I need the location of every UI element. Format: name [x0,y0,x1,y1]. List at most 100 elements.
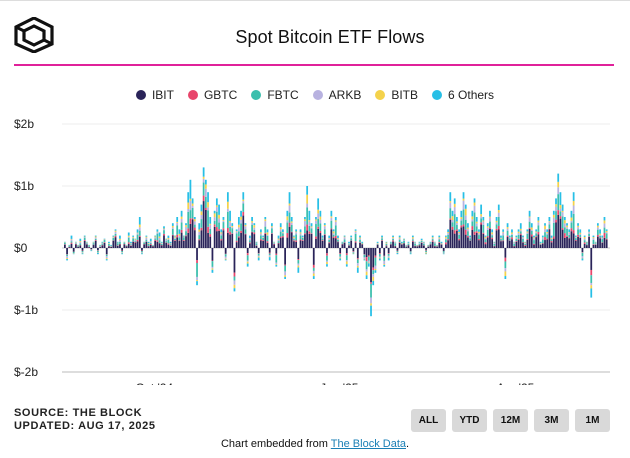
stacked-bar-chart[interactable]: $2b$1b$0$-1b$-2bOct '24Jan '25Apr '25Jul… [0,110,630,385]
bar-segment-6-others [86,241,88,243]
bar-segment-bitb [105,258,108,260]
bar-segment-ibit [108,246,110,248]
bar-segment-6-others [293,235,295,237]
bar-segment-gbtc [546,238,549,240]
bar-segment-ibit [528,228,531,248]
bar-segment-fbtc [306,207,309,225]
bar-segment-gbtc [334,235,337,239]
bar-segment-ibit [478,240,480,248]
bar-segment-arkb [246,260,249,262]
bar-segment-fbtc [583,240,586,243]
bar-segment-ibit [398,242,401,248]
bar-segment-fbtc [381,238,383,241]
bar-segment-6-others [528,210,531,217]
bar-segment-6-others [334,217,337,221]
bar-segment-gbtc [138,235,141,237]
bar-segment-bitb [127,235,130,237]
bar-segment-arkb [233,280,236,285]
legend-item-ibit[interactable]: IBIT [135,88,174,102]
bar-segment-6-others [312,276,315,279]
bar-segment-bitb [273,242,275,243]
bar-segment-ibit [394,246,397,248]
bar-segment-ibit [127,243,130,248]
bar-segment-ibit [352,248,355,252]
bar-segment-arkb [202,178,205,183]
range-button-all[interactable]: ALL [411,409,446,432]
bar-segment-ibit [489,229,491,248]
bar-segment-gbtc [226,228,229,233]
bar-segment-bitb [295,231,298,233]
bar-segment-fbtc [458,234,460,239]
bar-segment-fbtc [202,182,205,196]
bar-segment-gbtc [220,239,223,241]
bar-segment-gbtc [592,244,595,245]
bar-segment-fbtc [449,208,452,219]
bar-segment-bitb [478,231,480,234]
bar-segment-arkb [138,227,141,231]
bar-segment-ibit [482,233,485,248]
bar-segment-fbtc [182,237,185,241]
bar-segment-fbtc [568,234,571,238]
bar-segment-arkb [508,237,511,239]
bar-segment-gbtc [568,237,571,239]
bar-segment-arkb [337,238,339,240]
bar-segment-bitb [297,265,300,268]
bar-segment-fbtc [447,234,449,240]
bar-segment-6-others [387,257,390,261]
bar-segment-gbtc [317,226,320,229]
bar-segment-fbtc [400,243,403,245]
legend-item-6-others[interactable]: 6 Others [432,88,494,102]
bar-segment-bitb [323,224,326,227]
bar-segment-ibit [275,248,278,254]
bar-segment-6-others [378,258,381,261]
range-button-12m[interactable]: 12M [493,409,528,432]
bar-segment-6-others [169,241,172,244]
bar-segment-fbtc [348,244,350,246]
bar-segment-6-others [570,210,573,218]
bar-segment-gbtc [458,238,460,241]
bar-segment-arkb [363,257,366,259]
bar-segment-fbtc [555,211,557,220]
bar-segment-fbtc [407,243,410,246]
bar-segment-arkb [268,255,271,257]
legend-item-arkb[interactable]: ARKB [312,88,361,102]
bar-segment-ibit [218,230,220,248]
bar-segment-bitb [561,210,564,213]
bar-segment-gbtc [385,245,388,247]
bar-segment-fbtc [464,219,467,230]
bar-segment-gbtc [174,240,176,241]
bar-segment-fbtc [440,243,443,245]
legend-item-gbtc[interactable]: GBTC [187,88,237,102]
bar-segment-6-others [557,173,560,182]
bar-segment-6-others [132,235,135,237]
legend-item-bitb[interactable]: BITB [375,88,418,102]
bar-segment-6-others [400,241,403,244]
bar-segment-6-others [180,210,183,217]
bar-segment-ibit [70,243,73,248]
bar-segment-6-others [220,229,223,233]
legend-item-fbtc[interactable]: FBTC [251,88,299,102]
range-button-ytd[interactable]: YTD [452,409,487,432]
bar-segment-gbtc [154,239,157,241]
the-block-data-link[interactable]: The Block Data [330,438,406,450]
bar-segment-fbtc [176,225,179,235]
bar-segment-arkb [235,231,238,234]
bar-segment-fbtc [288,212,291,223]
bar-segment-6-others [420,238,423,241]
bar-segment-fbtc [218,222,220,230]
range-button-3m[interactable]: 3M [534,409,569,432]
bar-segment-6-others [295,229,298,232]
bar-segment-ibit [114,237,117,248]
bar-segment-bitb [570,217,573,221]
bar-segment-arkb [356,263,359,266]
bar-segment-ibit [526,239,529,248]
bar-segment-ibit [295,241,298,248]
bar-segment-6-others [418,241,421,243]
bar-segment-arkb [500,238,502,240]
bar-segment-arkb [198,231,201,236]
bar-segment-arkb [130,243,132,245]
the-block-logo[interactable] [14,17,54,53]
range-button-1m[interactable]: 1M [575,409,610,432]
updated-line: UPDATED: AUG 17, 2025 [14,420,156,432]
embed-note: Chart embedded from The Block Data. [0,438,630,450]
